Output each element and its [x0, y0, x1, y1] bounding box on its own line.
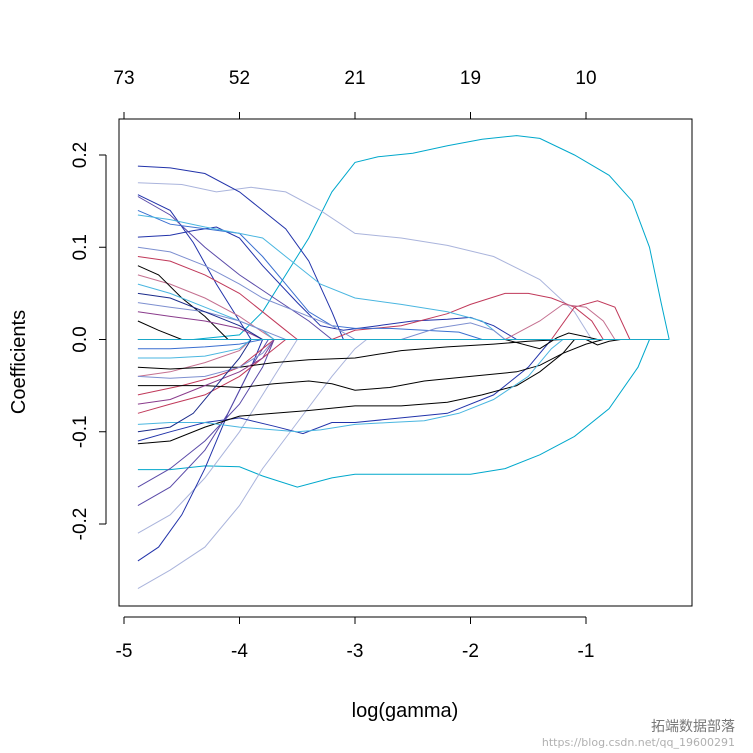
series-layer [137, 135, 670, 590]
series-line-23 [137, 339, 604, 391]
x-tick-label: -4 [231, 641, 248, 662]
bottom-axis: -5 -4 -3 -2 -1 [116, 616, 595, 662]
series-line-40 [137, 311, 263, 340]
series-line-3 [137, 182, 593, 340]
series-line-34 [137, 339, 252, 359]
series-line-42 [137, 339, 252, 433]
series-line-27 [504, 332, 598, 350]
series-line-35 [137, 246, 356, 340]
plot-frame [118, 118, 693, 607]
series-line-12 [137, 339, 275, 488]
series-line-32 [137, 339, 564, 433]
top-tick-label: 19 [460, 68, 481, 89]
series-line-16 [137, 339, 287, 414]
series-line-9 [137, 226, 517, 340]
x-tick-label: -3 [347, 641, 364, 662]
watermark-url: https://blog.csdn.net/qq_19600291 [541, 736, 735, 749]
series-line-22 [137, 339, 575, 445]
series-line-29 [137, 209, 483, 340]
x-tick-label: -2 [462, 641, 479, 662]
y-tick-label: 0.2 [70, 142, 91, 168]
x-axis-title: log(gamma) [352, 700, 459, 722]
top-tick-label: 21 [344, 68, 365, 89]
y-tick-label: 0.1 [70, 234, 91, 260]
series-line-6 [137, 165, 344, 340]
series-line-13 [137, 196, 333, 340]
series-line-24 [137, 339, 563, 370]
series-line-33 [137, 283, 275, 340]
x-tick-label: -5 [116, 641, 133, 662]
series-line-38 [401, 322, 506, 340]
series-line-19 [137, 274, 275, 340]
series-line-2 [137, 135, 670, 340]
series-line-20 [137, 339, 252, 377]
series-line-36 [137, 339, 275, 379]
series-line-21 [504, 303, 616, 340]
y-tick-label: -0.2 [70, 508, 91, 541]
series-line-7 [137, 194, 252, 340]
top-tick-label: 52 [229, 68, 250, 89]
series-line-28 [585, 339, 621, 346]
watermark: 拓端数据部落 https://blog.csdn.net/qq_19600291 [542, 716, 735, 749]
series-line-14 [137, 256, 298, 340]
top-tick-label: 73 [113, 68, 134, 89]
y-tick-label: 0.0 [70, 326, 91, 352]
series-line-18 [550, 300, 631, 340]
y-axis-title: Coefficients [8, 310, 30, 414]
series-line-31 [137, 214, 506, 340]
series-line-5 [137, 339, 298, 534]
series-line-37 [137, 302, 286, 340]
series-line-41 [137, 292, 263, 340]
series-line-26 [137, 320, 182, 340]
series-line-15 [137, 292, 604, 340]
x-tick-label: -1 [578, 641, 595, 662]
series-line-1 [137, 339, 650, 488]
top-tick-label: 10 [575, 68, 596, 89]
top-axis: 73 52 21 19 10 [113, 68, 597, 119]
left-axis: -0.2 -0.1 0.0 0.1 0.2 [70, 142, 107, 541]
watermark-brand: 拓端数据部落 [651, 719, 735, 735]
y-tick-label: -0.1 [70, 415, 91, 448]
